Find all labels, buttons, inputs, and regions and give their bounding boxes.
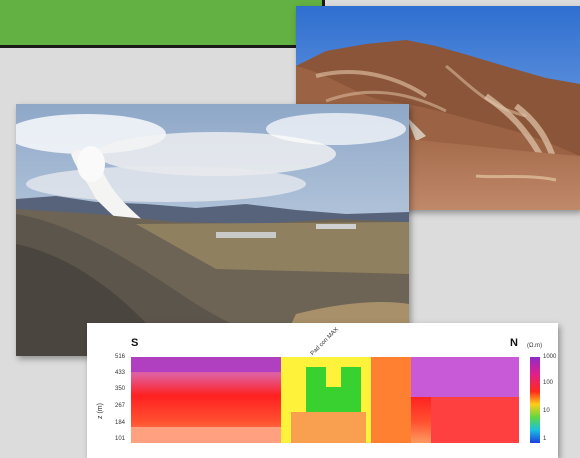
geothermal-landscape-photo: [16, 104, 409, 356]
resistivity-color-scale: [530, 357, 540, 443]
scale-tick: 10: [543, 408, 550, 414]
depth-tick: 350: [115, 386, 126, 392]
depth-axis-label: z (m): [97, 403, 104, 419]
resistivity-heatmap: [131, 357, 519, 443]
depth-tick: 184: [115, 420, 126, 426]
north-label: N: [510, 337, 518, 349]
scale-unit: (Ω.m): [527, 343, 543, 349]
south-label: S: [131, 337, 139, 349]
depth-tick: 101: [115, 436, 126, 442]
depth-tick: 267: [115, 403, 126, 409]
title-banner: [0, 0, 325, 48]
depth-tick: 433: [115, 370, 126, 376]
borehole-annotation: Pad con MAX: [309, 326, 340, 357]
resistivity-section-figure: S N z (m) Pad con MAX 516 433 350 267 18…: [87, 323, 558, 458]
scale-tick: 1000: [543, 354, 557, 360]
scale-tick: 1: [543, 436, 547, 442]
scale-tick: 100: [543, 380, 554, 386]
depth-tick: 516: [115, 354, 126, 360]
